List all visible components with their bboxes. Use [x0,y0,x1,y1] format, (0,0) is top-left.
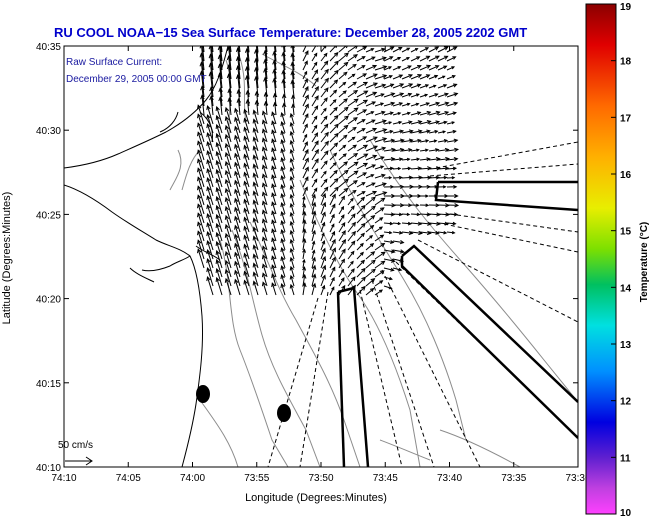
x-tick-label: 73:50 [308,473,333,484]
current-vector-head [255,41,259,45]
x-tick-label: 74:00 [180,473,205,484]
y-tick-label: 40:20 [36,295,61,306]
station-marker-east [277,404,291,422]
station-marker-west [196,385,210,403]
colorbar-tick-label: 14 [620,283,632,294]
x-tick-label: 73:40 [437,473,462,484]
colorbar: 19 18 17 16 15 14 13 12 11 10 Temperature (°C) [586,2,650,519]
y-tick-label: 40:25 [36,210,61,221]
plot-frame [64,46,578,467]
y-axis-label: Latitude (Degrees:Minutes) [1,192,13,325]
x-tick-label: 73:55 [244,473,269,484]
x-tick-label: 73:35 [501,473,526,484]
colorbar-tick-label: 18 [620,57,632,68]
y-tick-label: 40:10 [36,463,61,474]
colorbar-tick-label: 16 [620,170,632,181]
x-tick-label: 74:10 [51,473,76,484]
y-tick-label: 40:30 [36,126,61,137]
colorbar-tick-label: 17 [620,113,632,124]
colorbar-tick-label: 15 [620,227,632,238]
colorbar-tick-label: 19 [620,2,632,13]
colorbar-label: Temperature (°C) [639,222,650,303]
current-vector-head [264,42,268,46]
scale-label: 50 cm/s [58,440,93,451]
colorbar-tick-label: 10 [620,508,632,519]
y-tick-label: 40:35 [36,42,61,53]
annotation-line-2: December 29, 2005 00:00 GMT [66,74,207,85]
current-vector-head [245,40,249,44]
annotation-line-1: Raw Surface Current: [66,57,162,68]
y-tick-label: 40:15 [36,379,61,390]
colorbar-tick-label: 11 [620,453,631,464]
x-axis-label: Longitude (Degrees:Minutes) [245,492,387,504]
map-title: RU COOL NOAA−15 Sea Surface Temperature:… [54,25,527,40]
x-tick-label: 73:45 [373,473,398,484]
plot-area: 50 cm/s Raw Surface Current: December 29… [1,27,591,505]
current-vector-head [305,41,308,45]
x-tick-label: 74:05 [116,473,141,484]
colorbar-gradient [586,4,616,514]
colorbar-tick-label: 13 [620,340,632,351]
colorbar-tick-label: 12 [620,397,632,408]
